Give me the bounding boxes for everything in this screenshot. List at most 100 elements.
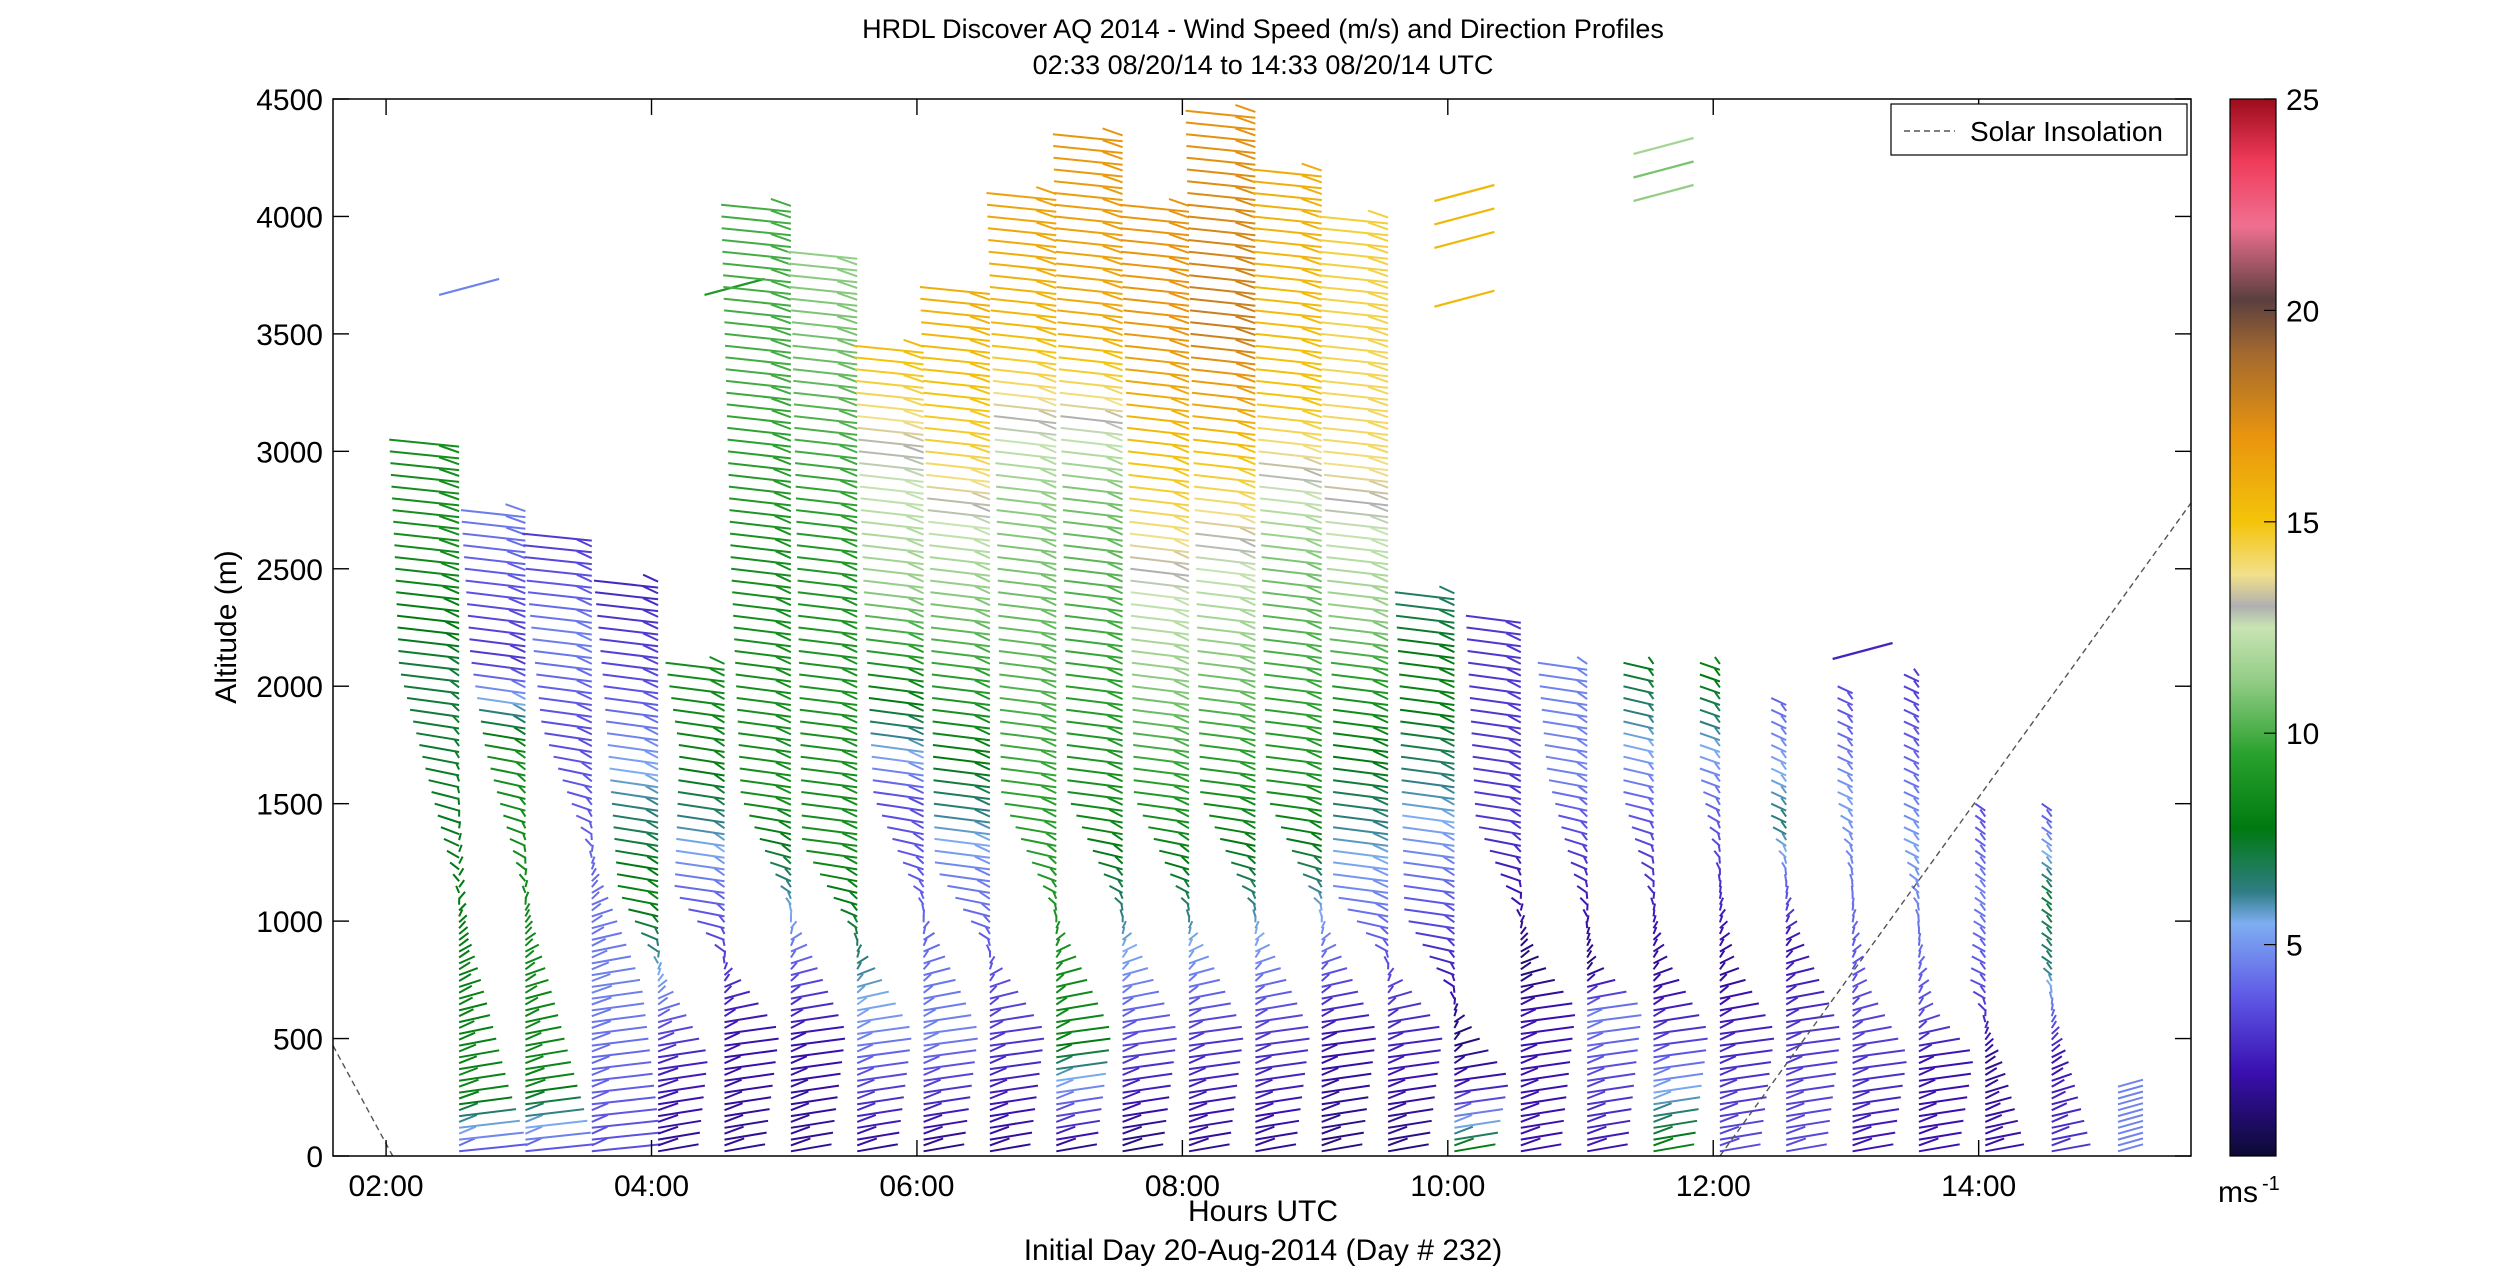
wind-barb: [1198, 732, 1256, 742]
wind-barb: [1137, 802, 1190, 812]
wind-barb: [841, 562, 858, 571]
wind-barb: [1471, 732, 1521, 742]
wind-barb: [1188, 1090, 1207, 1100]
wind-barb: [969, 432, 991, 442]
wind-barb: [1785, 1055, 1803, 1065]
wind-barb: [1454, 1113, 1473, 1123]
wind-barb: [931, 661, 991, 671]
wind-barb: [1301, 221, 1323, 231]
wind-barb: [1159, 849, 1190, 859]
wind-barb: [856, 1113, 877, 1123]
wind-barb: [857, 426, 924, 436]
wind-barb: [790, 955, 813, 965]
wind-barb: [869, 708, 924, 718]
wind-barb: [1122, 1108, 1168, 1118]
wind-barb: [1253, 262, 1322, 272]
wind-barb: [1587, 990, 1627, 1000]
wind-barb: [1587, 1061, 1637, 1071]
wind-barb: [1306, 761, 1323, 771]
wind-barb: [856, 1043, 874, 1053]
wind-barb: [1187, 203, 1256, 213]
wind-barb: [1067, 767, 1123, 777]
wind-barb: [1108, 808, 1124, 818]
wind-barb: [1188, 1002, 1231, 1012]
wind-barb: [904, 468, 924, 477]
wind-barb: [1372, 843, 1389, 853]
x-axis-label: Hours UTC: [1188, 1195, 1338, 1228]
wind-barb: [1786, 990, 1825, 1000]
wind-barb: [1122, 1084, 1171, 1094]
wind-barb: [999, 720, 1057, 730]
wind-barb: [2041, 896, 2053, 906]
wind-barb: [1785, 1113, 1806, 1123]
wind-barb: [591, 1020, 612, 1029]
wind-barb: [1984, 1020, 1989, 1029]
wind-barb: [591, 1108, 658, 1118]
wind-barb: [1387, 1049, 1441, 1059]
wind-barb: [863, 591, 924, 601]
wind-barb: [724, 1002, 759, 1012]
wind-barb: [1984, 1061, 2003, 1071]
wind-barb: [1984, 1137, 2005, 1147]
wind-barb: [1918, 996, 1925, 1006]
wind-barb: [836, 303, 858, 313]
wind-barb: [458, 908, 464, 917]
wind-barb: [1107, 597, 1124, 607]
wind-barb: [1576, 691, 1588, 700]
wind-barb: [657, 1008, 671, 1018]
wind-barb: [1586, 926, 1591, 935]
wind-barb: [1122, 1037, 1177, 1047]
wind-barb: [989, 1014, 1035, 1024]
wind-barb: [1087, 837, 1123, 847]
wind-barb: [1399, 685, 1455, 695]
wind-barb: [908, 773, 925, 783]
wind-barb: [724, 1090, 743, 1100]
wind-barb: [403, 685, 460, 695]
profile-11: [1119, 197, 1244, 1153]
wind-barb: [1454, 1072, 1507, 1082]
wind-barb: [993, 415, 1057, 425]
wind-barb: [989, 996, 1000, 1006]
wind-barb: [1387, 1072, 1438, 1082]
wind-barb: [1327, 603, 1389, 613]
wind-barb: [1918, 1113, 1938, 1123]
wind-barb: [1053, 168, 1123, 178]
wind-barb: [591, 873, 600, 882]
wind-barb: [1251, 180, 1322, 190]
wind-barb: [674, 884, 725, 894]
wind-barb: [923, 955, 946, 965]
wind-barb: [513, 714, 526, 724]
wind-barb: [389, 450, 460, 460]
wind-barb: [1026, 849, 1057, 859]
wind-barb: [1327, 591, 1389, 601]
wind-barb: [525, 1102, 545, 1112]
wind-barb: [773, 503, 792, 513]
wind-barb: [787, 250, 858, 260]
wind-barb: [1323, 473, 1389, 483]
wind-barb: [534, 661, 592, 671]
wind-barb: [969, 397, 991, 407]
wind-barb: [1190, 332, 1256, 342]
wind-barb: [1653, 1049, 1707, 1059]
wind-barb: [1123, 309, 1190, 319]
wind-barb: [591, 949, 608, 959]
wind-barb: [1372, 890, 1389, 900]
wind-barb: [775, 761, 792, 771]
wind-barb: [1301, 174, 1323, 184]
wind-barb: [857, 415, 924, 425]
wind-barb: [1846, 773, 1854, 782]
wind-barb: [394, 544, 460, 554]
wind-barb: [597, 614, 659, 624]
wind-barb: [1367, 350, 1389, 360]
wind-barb: [1709, 826, 1721, 836]
wind-barb: [1628, 814, 1654, 824]
wind-barb: [733, 614, 792, 624]
wind-barb: [1454, 1037, 1480, 1047]
wind-barb: [1912, 897, 1920, 906]
wind-barb: [1175, 885, 1190, 894]
wind-barb: [1520, 1078, 1539, 1088]
wind-barb: [1306, 562, 1323, 571]
wind-barb: [1372, 608, 1389, 618]
wind-barb: [591, 1131, 660, 1141]
wind-barb: [525, 1096, 581, 1106]
